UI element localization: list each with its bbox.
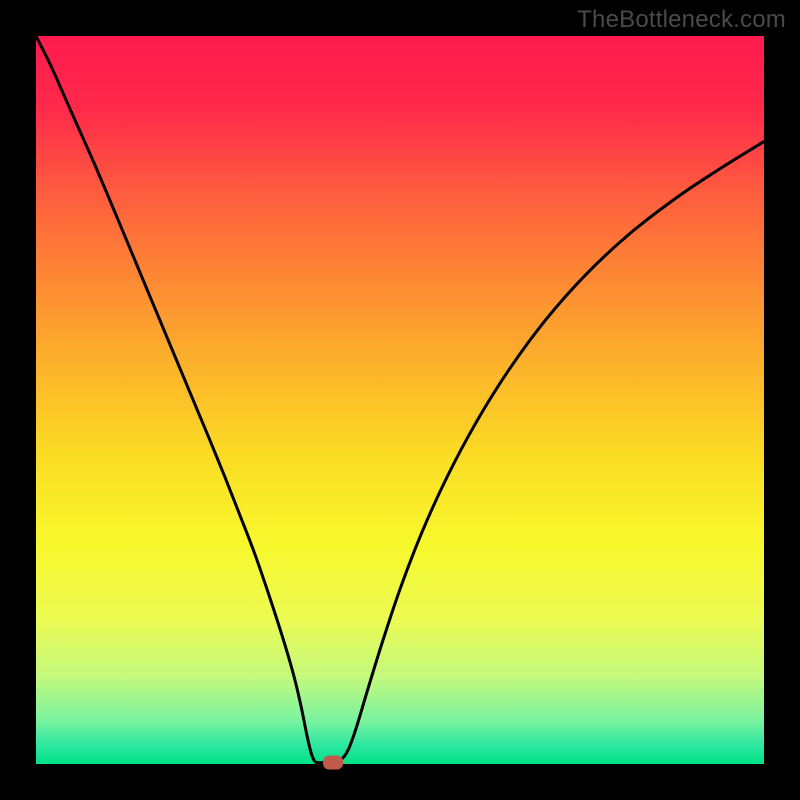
bottleneck-chart-svg [0, 0, 800, 800]
minimum-marker [323, 756, 343, 770]
watermark-text: TheBottleneck.com [577, 6, 786, 34]
chart-container: TheBottleneck.com [0, 0, 800, 800]
plot-background [36, 36, 764, 764]
